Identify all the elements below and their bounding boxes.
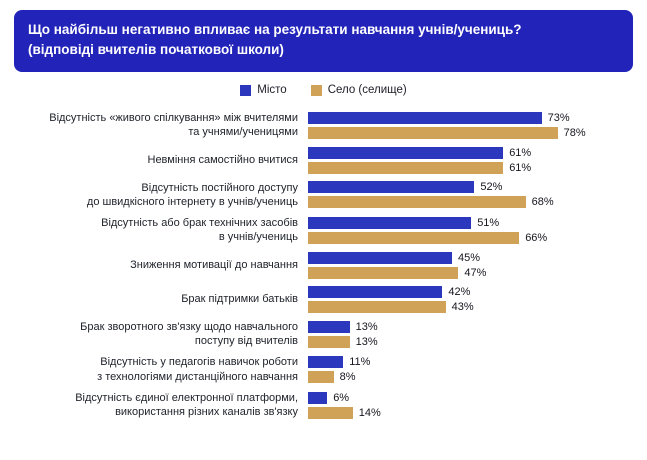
category-label: Відсутність або брак технічних засобів в…	[101, 217, 298, 244]
bar-city	[308, 391, 328, 404]
bar-line-city: 6%	[308, 391, 381, 404]
chart-title-box: Що найбільш негативно впливає на результ…	[14, 10, 633, 72]
bar-value-city: 61%	[509, 146, 532, 159]
bar-line-village: 8%	[308, 371, 370, 384]
bar-value-city: 13%	[355, 320, 378, 333]
chart-row: Відсутність у педагогів навичок роботи з…	[8, 355, 641, 384]
bar-group: 73% 78%	[308, 111, 586, 139]
chart-row: Відсутність або брак технічних засобів в…	[8, 216, 641, 245]
bar-city	[308, 146, 504, 159]
category-label: Невміння самостійно вчитися	[147, 153, 299, 166]
bar-village	[308, 335, 350, 348]
bar-value-village: 43%	[451, 300, 474, 313]
bar-city	[308, 111, 542, 124]
bar-value-city: 51%	[477, 216, 500, 229]
bar-value-village: 8%	[339, 371, 356, 384]
bar-group: 13% 13%	[308, 320, 378, 348]
legend-swatch-village	[310, 84, 322, 96]
bar-value-village: 61%	[509, 161, 532, 174]
bar-group: 42% 43%	[308, 285, 474, 313]
bar-village	[308, 406, 353, 419]
bar-line-village: 78%	[308, 126, 586, 139]
bar-value-village: 47%	[464, 266, 487, 279]
bar-village	[308, 126, 558, 139]
category-label: Відсутність «живого спілкування» між вчи…	[49, 112, 298, 139]
category-label: Зниження мотивації до навчання	[130, 259, 298, 272]
bar-village	[308, 300, 446, 313]
category-label: Відсутність єдиної електронної платформи…	[75, 391, 298, 419]
chart-title-line-2: (відповіді вчителів початкової школи)	[28, 42, 284, 58]
legend-label-village: Село (селище)	[327, 84, 407, 96]
bar-chart: Відсутність «живого спілкування» між вчи…	[8, 111, 641, 427]
bar-line-city: 13%	[308, 320, 378, 333]
bar-line-village: 13%	[308, 335, 378, 348]
bar-line-city: 61%	[308, 146, 532, 159]
bar-line-village: 66%	[308, 231, 548, 244]
bar-village	[308, 371, 334, 384]
bar-value-city: 52%	[480, 181, 503, 194]
bar-village	[308, 161, 504, 174]
bar-value-village: 66%	[525, 231, 548, 244]
bar-value-city: 73%	[547, 111, 570, 124]
bar-line-city: 51%	[308, 216, 547, 229]
bar-city	[308, 285, 443, 298]
chart-row: Брак зворотного зв'язку щодо навчального…	[8, 320, 641, 349]
bar-line-city: 52%	[308, 181, 554, 194]
bar-city	[308, 181, 475, 194]
bar-line-village: 47%	[308, 266, 487, 279]
bar-line-city: 42%	[308, 285, 474, 298]
chart-row: Брак підтримки батьків 42% 43%	[8, 285, 641, 313]
category-label: Відсутність постійного доступу до швидкі…	[86, 181, 298, 208]
category-label: Брак підтримки батьків	[181, 293, 298, 306]
bar-group: 6% 14%	[308, 391, 381, 419]
bar-value-city: 42%	[448, 285, 471, 298]
bar-village	[308, 231, 520, 244]
bar-group: 45% 47%	[308, 251, 487, 279]
chart-row: Зниження мотивації до навчання 45% 47%	[8, 251, 641, 279]
bar-value-village: 78%	[563, 126, 586, 139]
bar-city	[308, 356, 344, 369]
bar-line-village: 14%	[308, 406, 381, 419]
bar-group: 52% 68%	[308, 181, 554, 209]
legend-item-city: Місто	[240, 84, 287, 96]
legend-swatch-city	[240, 84, 252, 96]
bar-group: 11% 8%	[308, 356, 371, 384]
bar-village	[308, 196, 526, 209]
bar-line-city: 73%	[308, 111, 586, 124]
category-label: Відсутність у педагогів навичок роботи з…	[97, 356, 298, 383]
bar-line-village: 43%	[308, 300, 474, 313]
chart-row: Відсутність єдиної електронної платформи…	[8, 391, 641, 420]
bar-value-city: 45%	[458, 251, 481, 264]
bar-line-village: 61%	[308, 161, 532, 174]
bar-group: 61% 61%	[308, 146, 532, 174]
bar-city	[308, 251, 452, 264]
legend: Місто Село (селище)	[0, 84, 647, 96]
bar-value-village: 14%	[358, 406, 381, 419]
bar-value-village: 13%	[355, 335, 378, 348]
legend-item-village: Село (селище)	[310, 84, 407, 96]
bar-line-city: 45%	[308, 251, 486, 264]
chart-row: Відсутність постійного доступу до швидкі…	[8, 181, 641, 210]
bar-line-city: 11%	[308, 356, 371, 369]
bar-city	[308, 320, 350, 333]
bar-city	[308, 216, 472, 229]
chart-title-line-1: Що найбільш негативно впливає на результ…	[28, 22, 522, 37]
legend-label-city: Місто	[257, 84, 287, 96]
bar-line-village: 68%	[308, 196, 554, 209]
bar-value-city: 6%	[333, 391, 350, 404]
bar-value-city: 11%	[349, 356, 371, 369]
bar-value-village: 68%	[531, 196, 554, 209]
chart-row: Невміння самостійно вчитися 61% 61%	[8, 146, 641, 174]
category-label: Брак зворотного зв'язку щодо навчального…	[80, 320, 298, 348]
chart-row: Відсутність «живого спілкування» між вчи…	[8, 111, 641, 140]
bar-group: 51% 66%	[308, 216, 548, 244]
bar-village	[308, 266, 459, 279]
